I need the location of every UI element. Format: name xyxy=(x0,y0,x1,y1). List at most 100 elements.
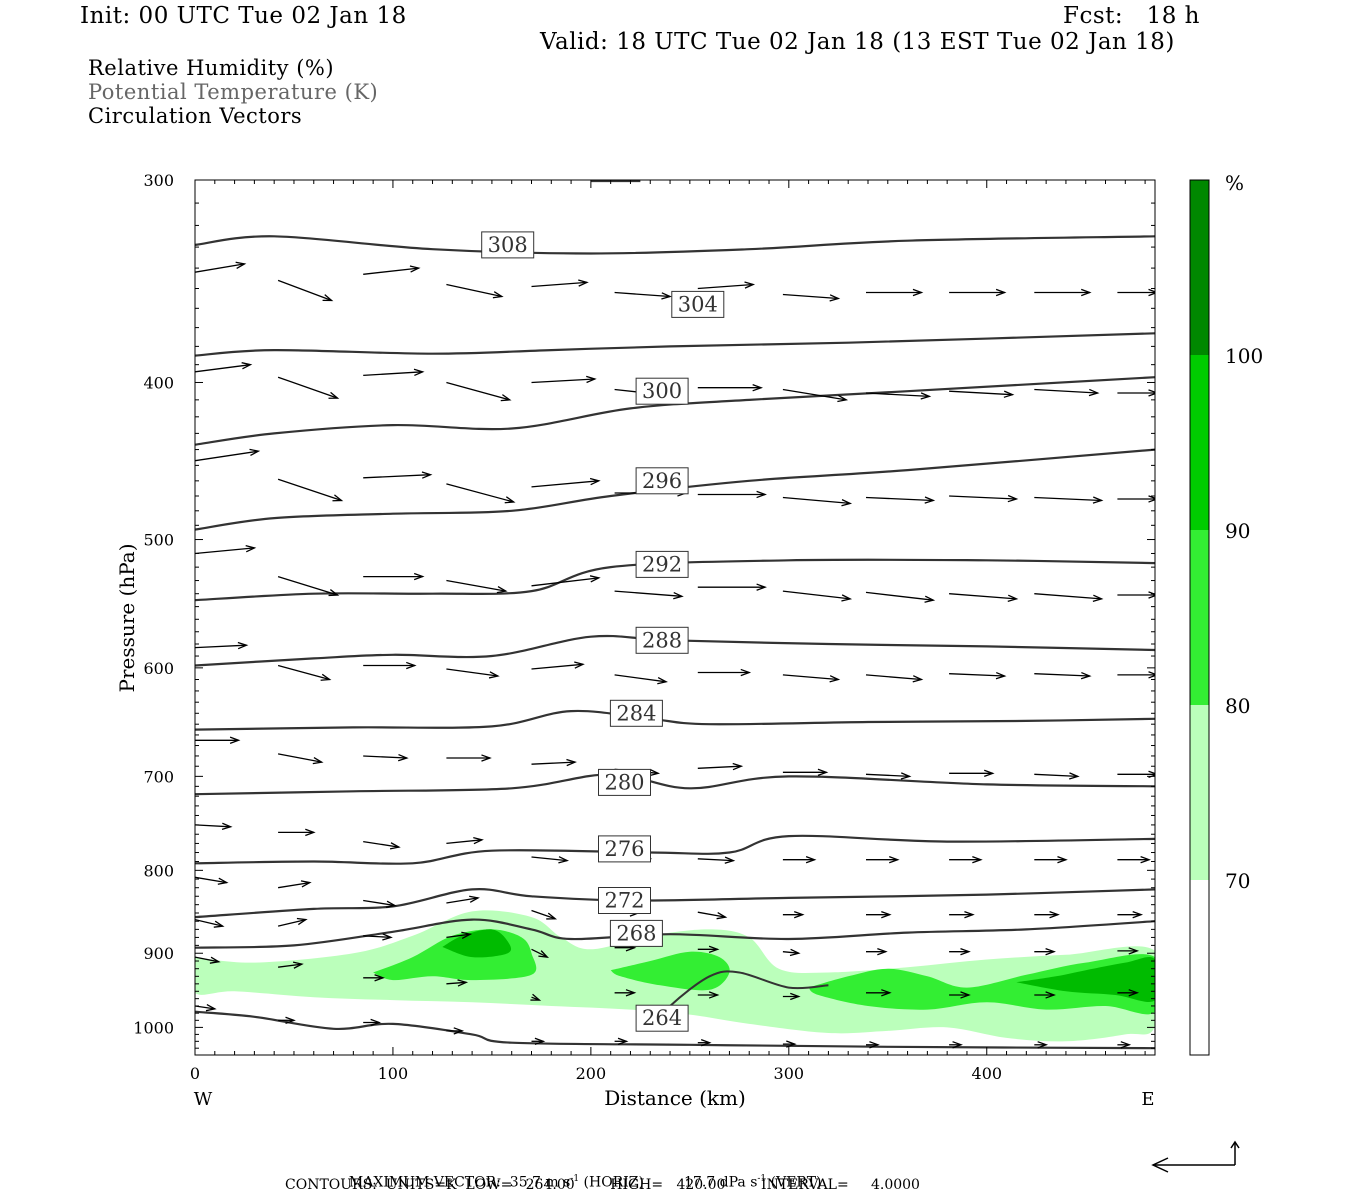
circulation-vector-head xyxy=(708,991,720,999)
circulation-vector xyxy=(782,951,799,954)
theta-label-288: 288 xyxy=(642,628,682,652)
circulation-vector xyxy=(614,291,671,298)
circulation-vector-head xyxy=(332,494,344,502)
circulation-vector xyxy=(531,909,556,920)
circulation-vector-head xyxy=(756,583,767,591)
circulation-vector-head xyxy=(237,641,249,650)
east-label: E xyxy=(1141,1089,1154,1110)
circulation-vector-head xyxy=(912,675,924,683)
circulation-vector-head xyxy=(1045,947,1056,956)
circulation-vector xyxy=(446,381,510,401)
circulation-vector-head xyxy=(700,1039,712,1047)
circulation-vector xyxy=(1034,496,1102,502)
circulation-vector-head xyxy=(421,471,433,479)
y-tick-label: 300 xyxy=(143,171,174,190)
circulation-vector-head xyxy=(1092,496,1104,504)
init-label: Init: 00 UTC Tue 02 Jan 18 xyxy=(80,3,407,29)
circulation-vector-head xyxy=(841,594,853,602)
circulation-vector-head xyxy=(566,758,577,767)
circulation-vector-head xyxy=(292,961,304,969)
theta-label-box xyxy=(635,626,689,654)
circulation-vector xyxy=(782,496,851,505)
circulation-vector-head xyxy=(574,661,585,669)
colorbar-label: 90 xyxy=(1225,519,1250,543)
valid-label: Valid: 18 UTC Tue 02 Jan 18 (13 EST Tue … xyxy=(540,29,1175,55)
circulation-vector xyxy=(195,450,259,462)
colorbar-segment xyxy=(1190,705,1209,880)
circulation-vector-head xyxy=(328,589,340,597)
circulation-vector xyxy=(277,753,322,763)
x-tick-label: 100 xyxy=(378,1064,409,1083)
circulation-vector-head xyxy=(1081,288,1092,297)
circulation-vector-head xyxy=(881,989,892,997)
circulation-vector-head xyxy=(453,1027,465,1035)
circulation-vector-head xyxy=(889,856,900,864)
humidity-region-90 xyxy=(1016,957,1155,1003)
colorbar-label: 100 xyxy=(1225,344,1263,368)
circulation-vector xyxy=(531,761,576,765)
colorbar-segment xyxy=(1190,355,1209,530)
y-tick-label: 600 xyxy=(143,659,174,678)
theta-label-304: 304 xyxy=(678,292,718,316)
circulation-vector-head xyxy=(530,993,542,1001)
circulation-vector xyxy=(363,371,423,377)
theta-contour-304 xyxy=(195,332,1155,357)
circulation-vector xyxy=(363,267,419,275)
theta-contour-layer xyxy=(195,180,1155,1050)
humidity-region-90 xyxy=(442,929,512,958)
circulation-vector-head xyxy=(708,945,720,954)
circulation-vector-head xyxy=(829,294,841,302)
circulation-vector-head xyxy=(1069,772,1080,780)
theta-label-box xyxy=(598,835,651,863)
theta-contour-292 xyxy=(195,558,1155,602)
circulation-vector-head xyxy=(296,917,308,926)
circulation-vector-head xyxy=(1037,1041,1049,1049)
circulation-vector xyxy=(195,956,219,963)
reference-vector-icon xyxy=(1151,1140,1240,1173)
circulation-vector-head xyxy=(398,753,409,762)
colorbar-segment xyxy=(1190,880,1209,1055)
circulation-vector-head xyxy=(578,279,589,287)
circulation-vector-head xyxy=(1148,591,1155,599)
circulation-vector xyxy=(697,283,754,290)
circulation-vector xyxy=(865,674,922,681)
circulation-vector xyxy=(865,392,930,398)
theta-contour-288 xyxy=(195,634,1155,667)
theta-label-280: 280 xyxy=(604,770,644,794)
circulation-vector xyxy=(195,547,255,555)
circulation-vector-head xyxy=(320,673,332,681)
circulation-vector-head xyxy=(249,448,261,457)
circulation-vector-head xyxy=(481,754,492,762)
colorbar: 70 80 90 100% xyxy=(1189,171,1263,1056)
circulation-vector-head xyxy=(235,261,247,269)
theta-contour-300 xyxy=(195,376,1155,446)
circulation-vector-head xyxy=(1088,388,1100,397)
circulation-vector xyxy=(446,283,502,298)
circulation-vector-head xyxy=(473,836,484,845)
circulation-vector xyxy=(782,388,847,401)
circulation-vector-head xyxy=(924,496,936,504)
theta-label-308: 308 xyxy=(488,233,528,257)
circulation-vector xyxy=(446,933,471,939)
circulation-vector-head xyxy=(1148,288,1155,297)
circulation-vector-head xyxy=(817,768,829,777)
circulation-vector-head xyxy=(841,499,853,507)
circulation-vector-head xyxy=(312,756,324,765)
circulation-vector-head xyxy=(829,675,841,683)
circulation-vector-head xyxy=(409,265,421,273)
circulation-vector xyxy=(195,364,251,373)
circulation-vector-head xyxy=(406,661,417,670)
theta-label-300: 300 xyxy=(642,379,682,403)
circulation-vector xyxy=(865,591,934,601)
humidity-region-80 xyxy=(808,954,1155,1015)
x-tick-label: 300 xyxy=(774,1064,805,1083)
circulation-vector-head xyxy=(752,384,763,392)
theta-label-box xyxy=(598,887,651,914)
circulation-vector-head xyxy=(300,880,312,888)
circulation-vector xyxy=(195,263,245,273)
circulation-vector xyxy=(531,856,568,862)
forecast-label: Fcst: 18 h xyxy=(1063,3,1200,29)
circulation-vector xyxy=(195,918,223,927)
vector-layer xyxy=(195,261,1155,1049)
circulation-vector-head xyxy=(1148,389,1155,397)
